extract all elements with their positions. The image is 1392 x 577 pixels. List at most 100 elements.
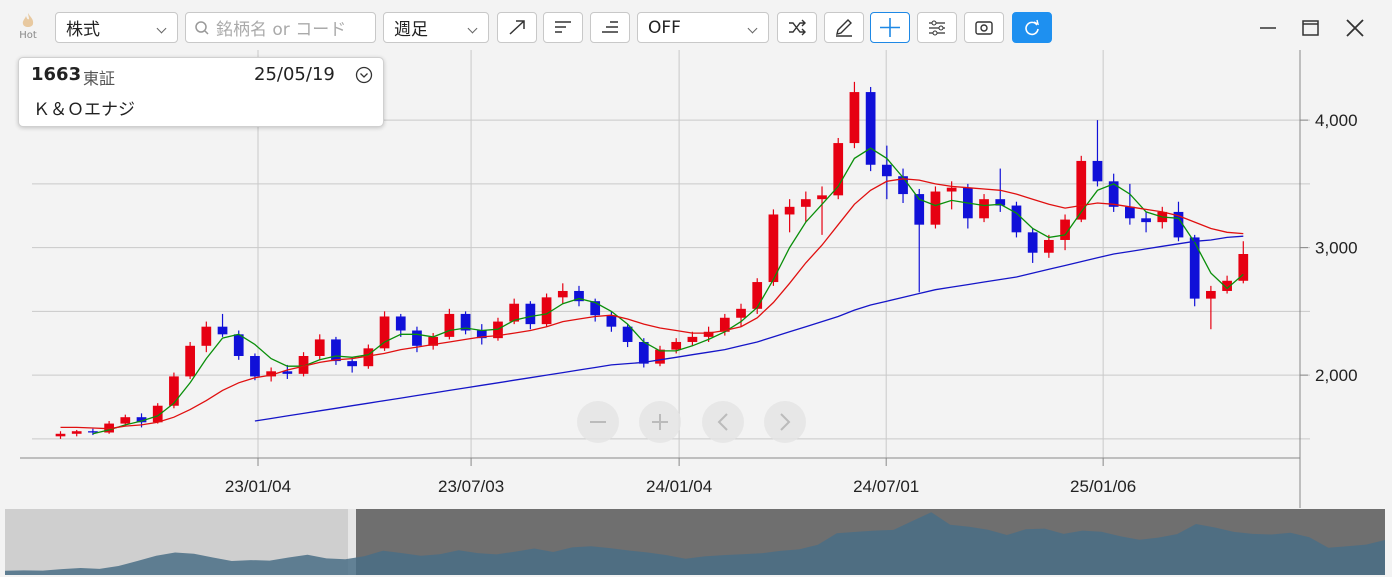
candle-body	[493, 321, 503, 339]
candle-body	[638, 341, 649, 364]
candle-body	[784, 206, 795, 215]
nav-button[interactable]	[764, 401, 806, 443]
maximize[interactable]	[1302, 20, 1319, 36]
candle-body	[331, 339, 341, 362]
nav-button-icon	[652, 414, 668, 430]
y-tick-label: 4,000	[1315, 111, 1358, 130]
candle-body	[865, 92, 876, 165]
candle-body	[1141, 218, 1151, 223]
market-select[interactable]: 株式	[55, 12, 178, 43]
candle-body	[476, 330, 487, 339]
candle-body	[736, 308, 746, 318]
period-select[interactable]: 週足	[383, 12, 489, 43]
settings-button[interactable]	[917, 12, 957, 43]
window-controls	[1260, 19, 1364, 37]
crosshair-button[interactable]	[870, 12, 910, 43]
refresh-button[interactable]	[1012, 12, 1052, 43]
hot-button[interactable]: Hot	[14, 10, 42, 46]
candle-body	[914, 194, 925, 225]
align-right-button[interactable]	[590, 12, 630, 43]
icon	[509, 20, 525, 35]
candle-body	[1125, 206, 1135, 219]
candle-body	[55, 433, 66, 437]
candle-body	[201, 326, 212, 346]
candle-body	[752, 282, 763, 309]
candle-body	[1222, 280, 1232, 291]
candle-body	[1060, 219, 1070, 240]
candle-body	[412, 330, 422, 346]
icon	[836, 19, 852, 37]
moving-average	[60, 178, 1244, 430]
candle-body	[800, 199, 811, 207]
x-tick-label: 23/07/03	[438, 477, 504, 496]
icon	[880, 18, 900, 37]
option-select[interactable]: OFF	[637, 12, 769, 43]
candle-body	[703, 331, 714, 337]
exchange: 東証	[83, 69, 116, 88]
candle-body	[606, 315, 617, 327]
expand-icon[interactable]	[355, 66, 373, 84]
camera-button[interactable]	[964, 12, 1004, 43]
nav-button[interactable]	[702, 401, 744, 443]
candle-body	[1189, 237, 1200, 299]
candle-body	[655, 349, 665, 364]
candle-body	[590, 301, 601, 316]
nav-button-bg	[702, 401, 744, 443]
candle-body	[1076, 160, 1087, 220]
candle-body	[266, 371, 276, 377]
x-tick-label: 23/01/04	[225, 477, 291, 496]
candle-body	[768, 214, 779, 283]
period-label: 週足	[394, 20, 428, 40]
candle-body	[898, 176, 908, 195]
x-tick-label: 25/01/06	[1070, 477, 1136, 496]
candle-body	[298, 356, 309, 374]
navigator-area	[5, 512, 1385, 575]
date: 25/05/19	[254, 64, 335, 85]
nav-button[interactable]	[639, 401, 681, 443]
option-label: OFF	[648, 17, 681, 38]
candle-body	[104, 423, 114, 433]
search-placeholder: 銘柄名 or コード	[216, 20, 347, 40]
candle-body	[1027, 232, 1038, 253]
candle-body	[525, 303, 536, 325]
icon	[1025, 19, 1040, 36]
candle-body	[671, 341, 682, 350]
candle-body	[979, 199, 989, 219]
candle-body	[833, 143, 844, 196]
align-left-button[interactable]	[543, 12, 583, 43]
nav-button-icon	[780, 413, 791, 431]
flame-icon	[22, 13, 34, 27]
candle-body	[719, 317, 730, 332]
candle-body	[460, 313, 471, 331]
candle-body	[120, 417, 131, 424]
icon	[975, 21, 993, 35]
icon	[789, 19, 806, 36]
x-tick-label: 24/07/01	[853, 477, 919, 496]
nav-button[interactable]	[577, 401, 619, 443]
candle-body	[574, 290, 584, 302]
shuffle-button[interactable]	[777, 12, 817, 43]
icon	[555, 21, 571, 33]
hot-label: Hot	[19, 30, 37, 41]
candle-body	[509, 303, 520, 322]
draw-button[interactable]	[824, 12, 864, 43]
candle-body	[314, 339, 325, 356]
candle-body	[849, 92, 860, 144]
candle-body	[1092, 160, 1103, 182]
icon	[602, 21, 618, 33]
moving-average	[92, 147, 1244, 435]
candle-body	[881, 164, 892, 177]
candle-body	[169, 376, 179, 406]
search-box[interactable]: 銘柄名 or コード	[185, 12, 376, 43]
candle-body	[233, 334, 244, 356]
candle-body	[622, 326, 633, 342]
trendline-button[interactable]	[497, 12, 537, 43]
y-tick-label: 3,000	[1315, 239, 1358, 258]
candle-body	[395, 316, 406, 331]
candle-body	[152, 405, 163, 423]
search-icon	[195, 20, 209, 35]
close[interactable]	[1346, 19, 1364, 37]
candle-body	[1173, 211, 1184, 238]
